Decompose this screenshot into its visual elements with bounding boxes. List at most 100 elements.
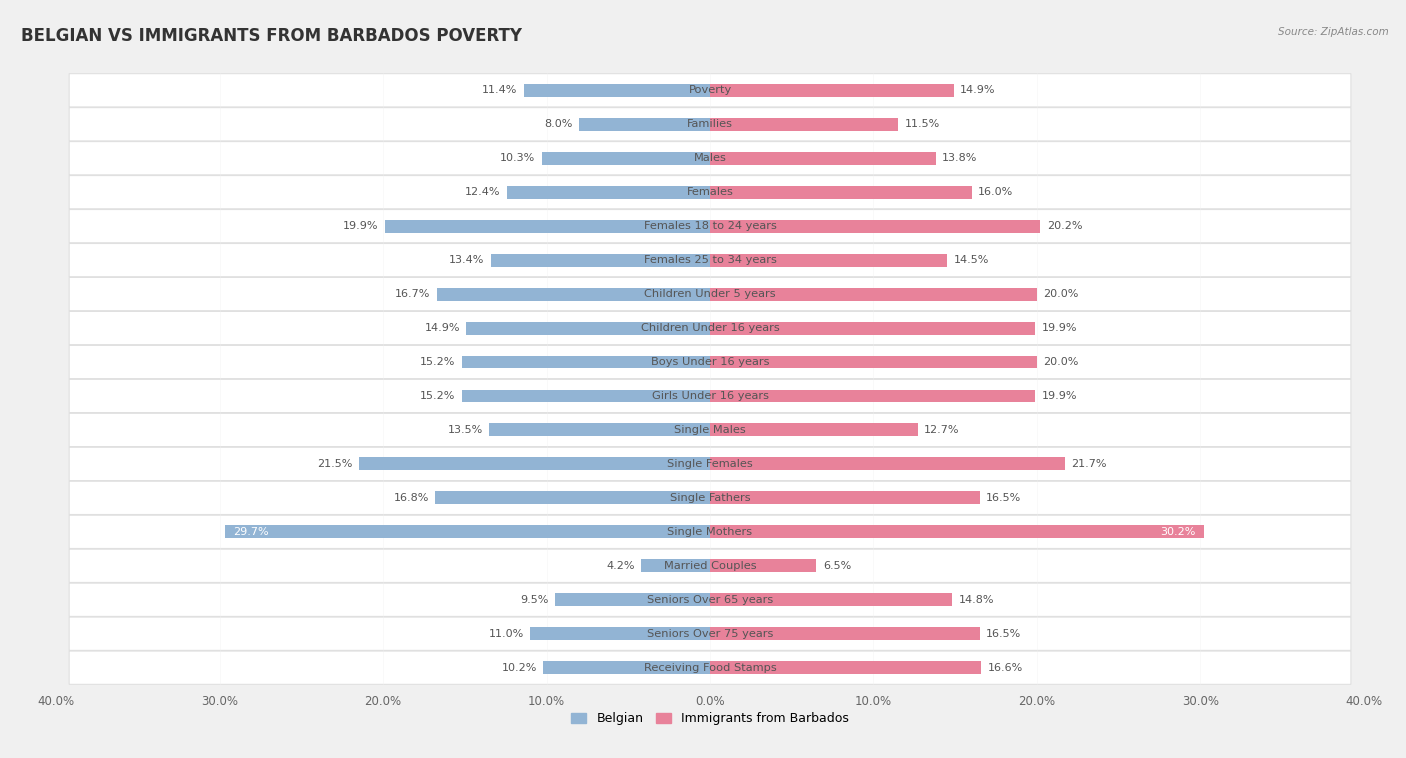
Text: 16.5%: 16.5% xyxy=(986,628,1022,639)
Text: 16.7%: 16.7% xyxy=(395,289,430,299)
FancyBboxPatch shape xyxy=(69,447,1351,481)
Text: Girls Under 16 years: Girls Under 16 years xyxy=(651,391,769,401)
Text: 10.3%: 10.3% xyxy=(501,153,536,163)
FancyBboxPatch shape xyxy=(69,176,1351,209)
FancyBboxPatch shape xyxy=(69,142,1351,175)
Text: 20.0%: 20.0% xyxy=(1043,289,1078,299)
Bar xyxy=(530,628,710,641)
Bar xyxy=(710,458,1064,471)
Text: 11.4%: 11.4% xyxy=(482,86,517,96)
Text: 14.8%: 14.8% xyxy=(959,595,994,605)
Text: 14.9%: 14.9% xyxy=(960,86,995,96)
FancyBboxPatch shape xyxy=(69,651,1351,684)
Text: 10.2%: 10.2% xyxy=(502,662,537,672)
FancyBboxPatch shape xyxy=(69,243,1351,277)
Text: 12.7%: 12.7% xyxy=(924,425,960,435)
Bar xyxy=(491,254,710,267)
Text: 16.8%: 16.8% xyxy=(394,493,429,503)
Text: Source: ZipAtlas.com: Source: ZipAtlas.com xyxy=(1278,27,1389,36)
Text: Boys Under 16 years: Boys Under 16 years xyxy=(651,357,769,367)
Bar xyxy=(523,84,710,97)
Text: 8.0%: 8.0% xyxy=(544,119,572,130)
Bar xyxy=(710,220,1040,233)
FancyBboxPatch shape xyxy=(69,379,1351,412)
FancyBboxPatch shape xyxy=(69,413,1351,446)
Text: 11.5%: 11.5% xyxy=(904,119,939,130)
Bar xyxy=(225,525,710,538)
Bar xyxy=(710,661,981,674)
Bar xyxy=(710,594,952,606)
Bar xyxy=(710,254,948,267)
Text: 19.9%: 19.9% xyxy=(1042,323,1077,333)
Bar xyxy=(461,356,710,368)
Bar xyxy=(641,559,710,572)
Text: 16.6%: 16.6% xyxy=(988,662,1024,672)
Bar xyxy=(710,356,1038,368)
Text: 30.2%: 30.2% xyxy=(1160,527,1195,537)
Text: Females 18 to 24 years: Females 18 to 24 years xyxy=(644,221,776,231)
FancyBboxPatch shape xyxy=(69,481,1351,515)
Text: Single Females: Single Females xyxy=(668,459,752,469)
Text: Single Males: Single Males xyxy=(673,425,747,435)
Text: Seniors Over 65 years: Seniors Over 65 years xyxy=(647,595,773,605)
Bar xyxy=(710,559,817,572)
Text: Receiving Food Stamps: Receiving Food Stamps xyxy=(644,662,776,672)
Text: 14.9%: 14.9% xyxy=(425,323,460,333)
Text: 13.8%: 13.8% xyxy=(942,153,977,163)
Bar xyxy=(437,287,710,300)
Bar xyxy=(710,424,918,437)
FancyBboxPatch shape xyxy=(69,108,1351,141)
Text: Seniors Over 75 years: Seniors Over 75 years xyxy=(647,628,773,639)
FancyBboxPatch shape xyxy=(69,549,1351,582)
Text: 19.9%: 19.9% xyxy=(1042,391,1077,401)
Text: 15.2%: 15.2% xyxy=(419,357,456,367)
Text: 20.0%: 20.0% xyxy=(1043,357,1078,367)
Text: Children Under 5 years: Children Under 5 years xyxy=(644,289,776,299)
Bar xyxy=(710,152,935,164)
Text: Males: Males xyxy=(693,153,727,163)
Bar xyxy=(359,458,710,471)
Text: 16.0%: 16.0% xyxy=(979,187,1014,197)
Bar xyxy=(579,117,710,130)
FancyBboxPatch shape xyxy=(69,583,1351,616)
Text: Poverty: Poverty xyxy=(689,86,731,96)
Text: Females: Females xyxy=(686,187,734,197)
Text: 19.9%: 19.9% xyxy=(343,221,378,231)
Text: Single Fathers: Single Fathers xyxy=(669,493,751,503)
Text: 16.5%: 16.5% xyxy=(986,493,1022,503)
Bar xyxy=(710,525,1204,538)
Bar xyxy=(543,661,710,674)
Text: 13.5%: 13.5% xyxy=(447,425,482,435)
Bar xyxy=(541,152,710,164)
Text: Females 25 to 34 years: Females 25 to 34 years xyxy=(644,255,776,265)
Text: 4.2%: 4.2% xyxy=(606,561,636,571)
Bar xyxy=(710,628,980,641)
FancyBboxPatch shape xyxy=(69,312,1351,345)
Text: Single Mothers: Single Mothers xyxy=(668,527,752,537)
Bar xyxy=(467,321,710,334)
Legend: Belgian, Immigrants from Barbados: Belgian, Immigrants from Barbados xyxy=(567,707,853,730)
Bar xyxy=(710,186,972,199)
FancyBboxPatch shape xyxy=(69,617,1351,650)
Text: 13.4%: 13.4% xyxy=(449,255,485,265)
Text: Children Under 16 years: Children Under 16 years xyxy=(641,323,779,333)
Text: 12.4%: 12.4% xyxy=(465,187,501,197)
Bar xyxy=(710,84,953,97)
Bar xyxy=(710,287,1038,300)
Bar xyxy=(436,491,710,504)
Bar xyxy=(710,491,980,504)
FancyBboxPatch shape xyxy=(69,277,1351,311)
Text: 20.2%: 20.2% xyxy=(1046,221,1083,231)
Bar xyxy=(508,186,710,199)
FancyBboxPatch shape xyxy=(69,74,1351,107)
Bar xyxy=(555,594,710,606)
Text: Married Couples: Married Couples xyxy=(664,561,756,571)
Bar xyxy=(385,220,710,233)
Text: 21.5%: 21.5% xyxy=(316,459,352,469)
Text: 29.7%: 29.7% xyxy=(233,527,269,537)
Text: 9.5%: 9.5% xyxy=(520,595,548,605)
Text: 6.5%: 6.5% xyxy=(823,561,851,571)
Bar xyxy=(710,390,1035,402)
Text: 14.5%: 14.5% xyxy=(953,255,988,265)
Bar xyxy=(710,117,898,130)
